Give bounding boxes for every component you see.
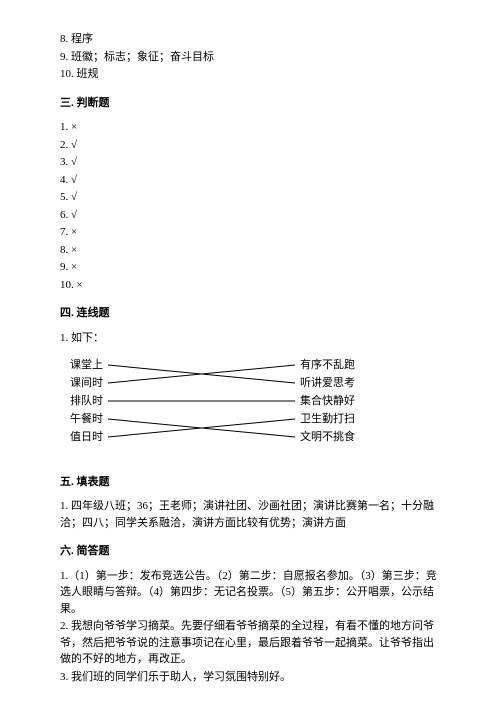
- list-item: 9. 班徽；标志；象征；奋斗目标: [60, 49, 440, 66]
- section-6-title: 六. 简答题: [60, 543, 440, 560]
- section-3-title: 三. 判断题: [60, 95, 440, 112]
- judgment-item: 6. √: [60, 207, 440, 224]
- top-numbered-list: 8. 程序 9. 班徽；标志；象征；奋斗目标 10. 班规: [60, 31, 440, 83]
- match-right-label: 卫生勤打扫: [300, 411, 355, 425]
- judgment-item: 2. √: [60, 137, 440, 154]
- match-left-label: 课间时: [70, 376, 103, 389]
- match-right-label: 有序不乱跑: [300, 357, 355, 371]
- judgment-item: 4. √: [60, 172, 440, 189]
- match-right-label: 听讲爱思考: [300, 375, 355, 389]
- judgment-item: 3. √: [60, 154, 440, 171]
- judgment-item: 7. ×: [60, 224, 440, 241]
- judgment-list: 1. × 2. √ 3. √ 4. √ 5. √ 6. √ 7. × 8. × …: [60, 119, 440, 293]
- section-5-title: 五. 填表题: [60, 474, 440, 491]
- matching-diagram: 课堂上课间时排队时午餐时值日时 有序不乱跑听讲爱思考集合快静好卫生勤打扫文明不挑食: [60, 356, 440, 458]
- judgment-item: 9. ×: [60, 259, 440, 276]
- judgment-item: 5. √: [60, 189, 440, 206]
- judgment-item: 10. ×: [60, 277, 440, 294]
- match-left-label: 排队时: [70, 393, 103, 407]
- section-4-title: 四. 连线题: [60, 305, 440, 322]
- short-answer-item: 1.（1）第一步：发布竞选公告。（2）第二步：自愿报名参加。（3）第三步：竞选人…: [60, 568, 440, 618]
- judgment-item: 8. ×: [60, 242, 440, 259]
- match-right-label: 文明不挑食: [300, 429, 355, 443]
- match-left-label: 课堂上: [70, 358, 103, 371]
- matching-svg: 课堂上课间时排队时午餐时值日时 有序不乱跑听讲爱思考集合快静好卫生勤打扫文明不挑食: [60, 356, 420, 452]
- list-item: 10. 班规: [60, 66, 440, 83]
- list-item: 8. 程序: [60, 31, 440, 48]
- match-left-label: 值日时: [70, 430, 103, 443]
- document-page: 8. 程序 9. 班徽；标志；象征；奋斗目标 10. 班规 三. 判断题 1. …: [0, 0, 500, 716]
- judgment-item: 1. ×: [60, 119, 440, 136]
- match-right-label: 集合快静好: [300, 393, 355, 407]
- section-4-intro: 1. 如下：: [60, 330, 440, 347]
- section-5-text: 1. 四年级八班；36；王老师；演讲社团、沙画社团；演讲比赛第一名；十分融洽；四…: [60, 498, 440, 531]
- short-answer-item: 3. 我们班的同学们乐于助人，学习氛围特别好。: [60, 669, 440, 686]
- match-left-label: 午餐时: [70, 411, 103, 425]
- short-answer-list: 1.（1）第一步：发布竞选公告。（2）第二步：自愿报名参加。（3）第三步：竞选人…: [60, 568, 440, 686]
- short-answer-item: 2. 我想向爷爷学习摘菜。先要仔细看爷爷摘菜的全过程，有看不懂的地方问爷爷，然后…: [60, 618, 440, 668]
